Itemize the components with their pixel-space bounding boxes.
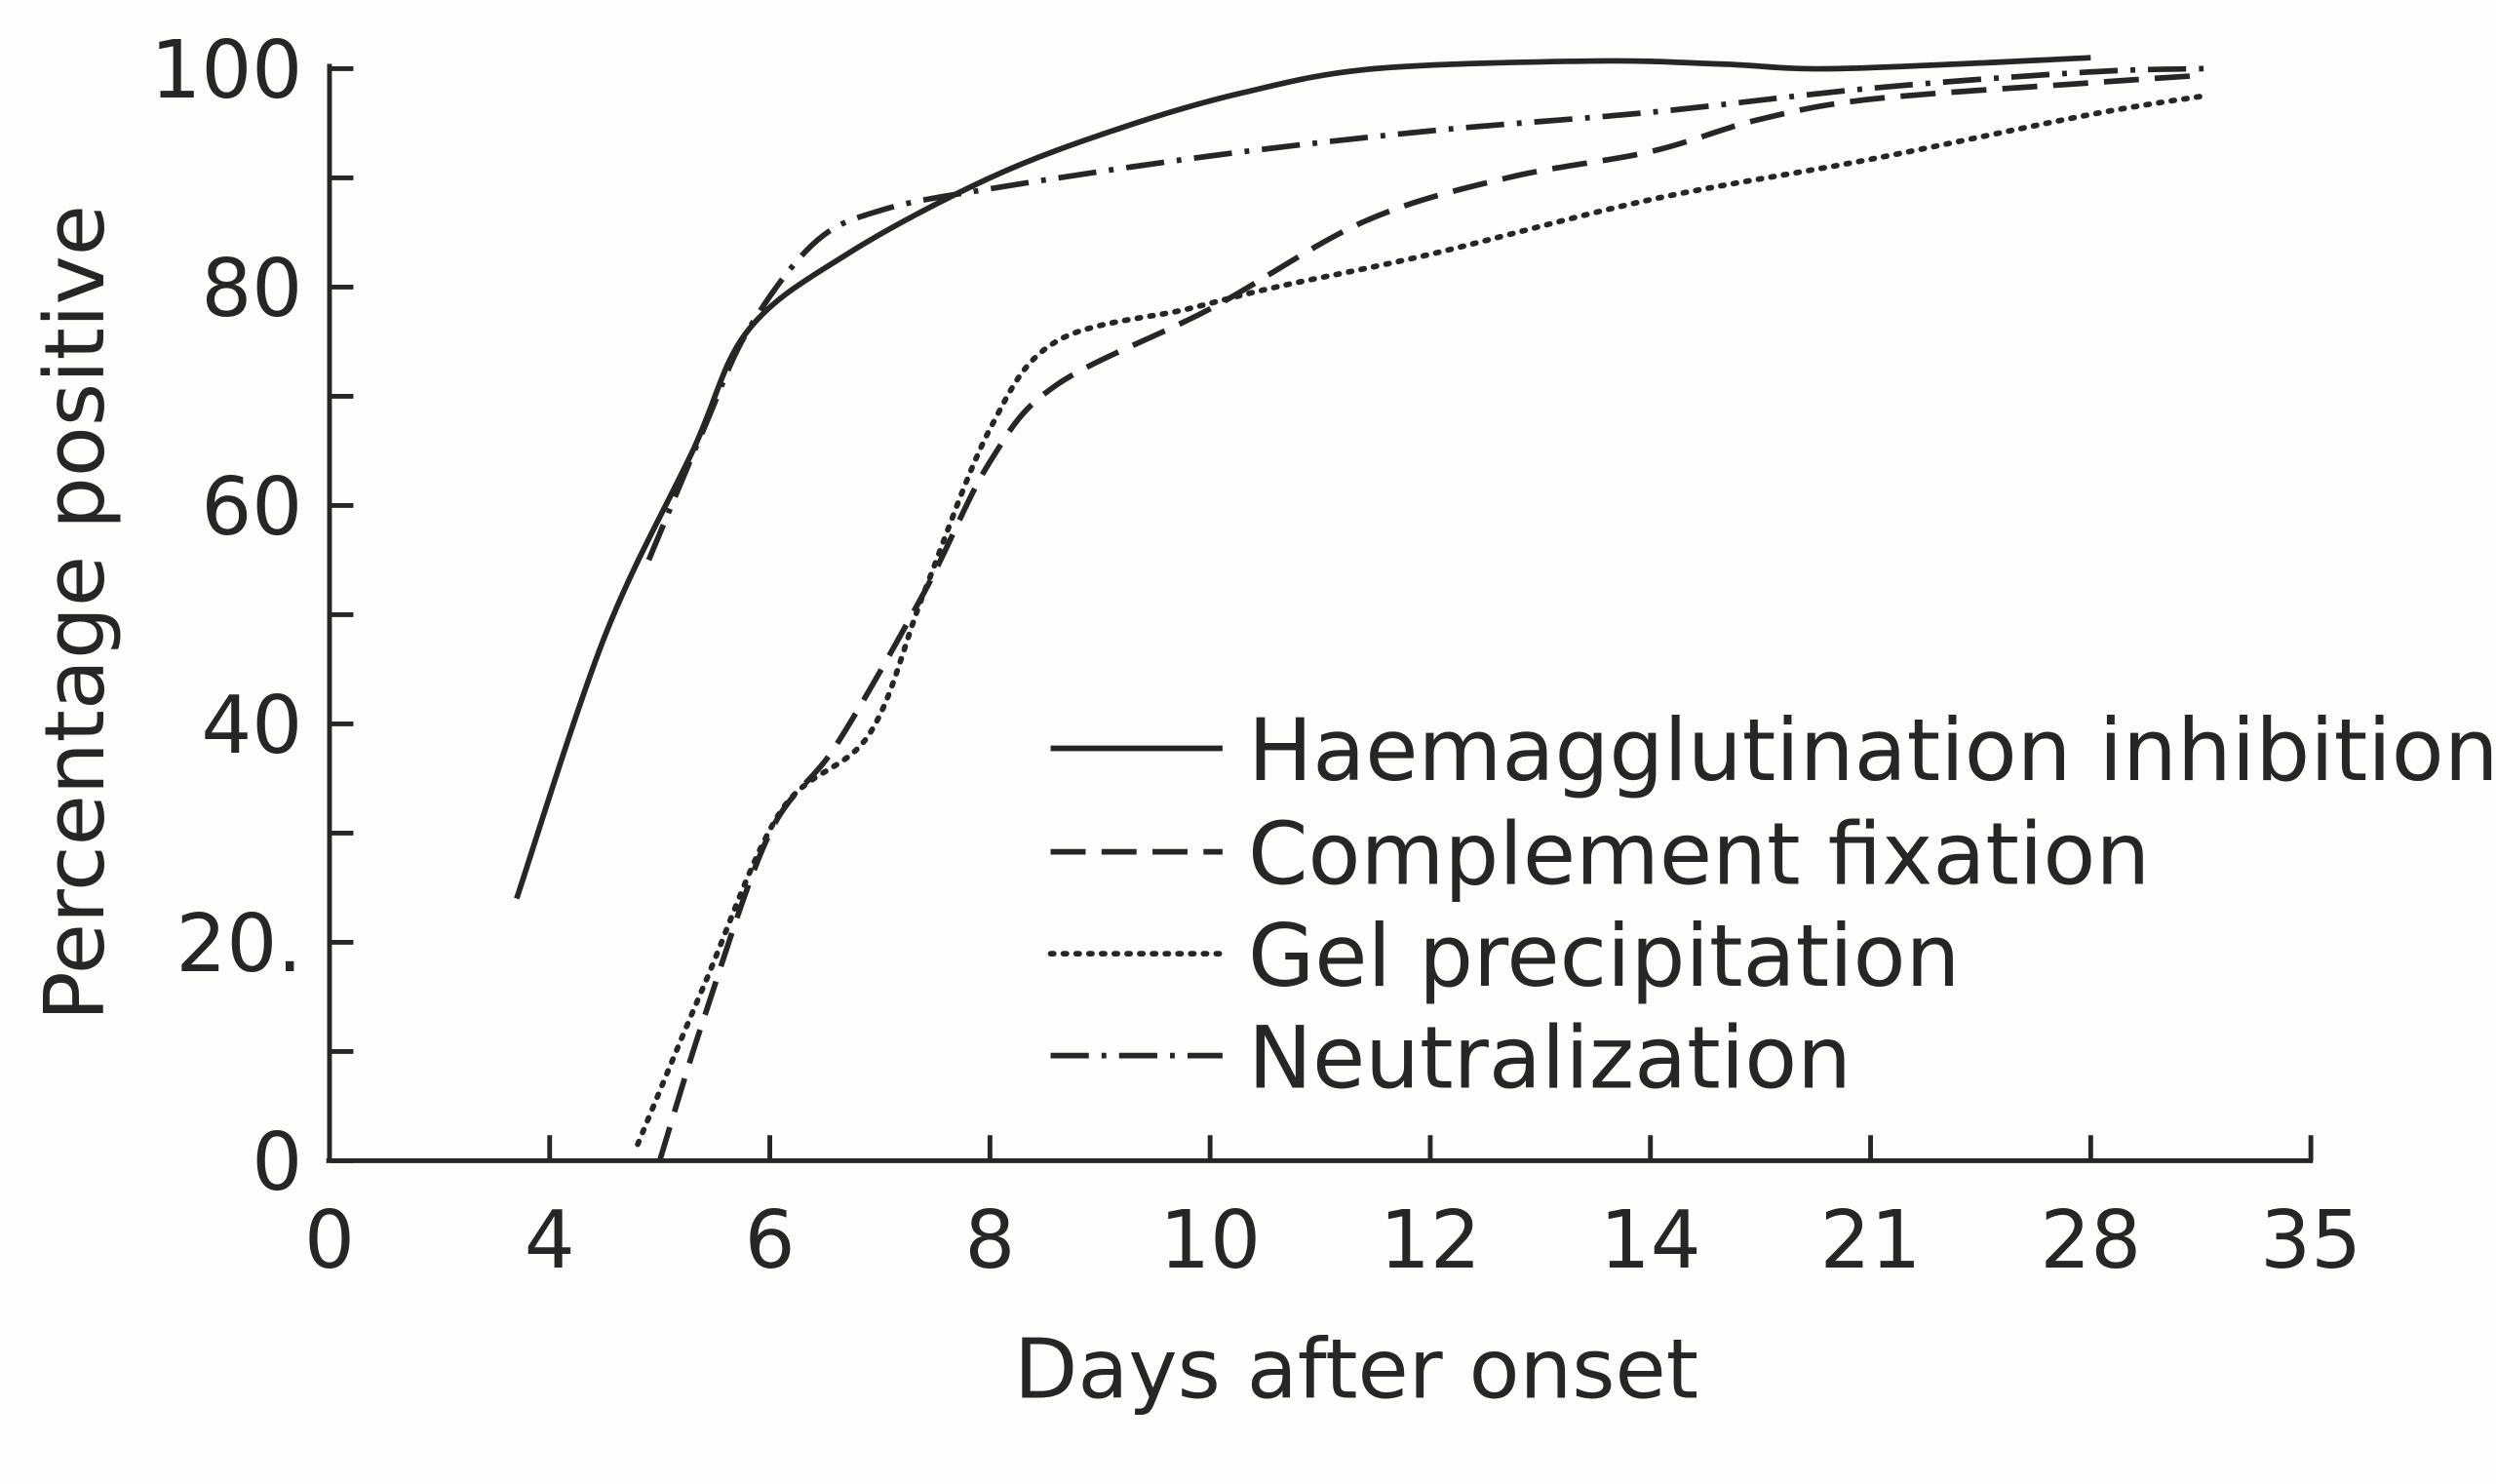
legend-item-neutralization: Neutralization: [1050, 1007, 1852, 1108]
legend-label: Gel precipitation: [1248, 906, 1960, 1006]
x-ticks: 0 4 6 8 10 12 14 21 28 35: [304, 1135, 2361, 1287]
x-tick-label: 8: [964, 1194, 1015, 1287]
x-tick-label: 28: [2040, 1194, 2141, 1287]
x-tick-label: 10: [1159, 1194, 1261, 1287]
series-line-neutralization: [645, 65, 2204, 562]
x-tick-label: 35: [2260, 1194, 2361, 1287]
x-tick-label: 4: [525, 1194, 575, 1287]
legend-label: Haemagglutination inhibition: [1248, 700, 2496, 801]
x-tick-label: 21: [1820, 1194, 1922, 1287]
y-ticks: 0 20. 40 60 80 100: [150, 24, 354, 1209]
legend-label: Neutralization: [1248, 1007, 1852, 1108]
legend-label: Complement fixation: [1248, 803, 2150, 904]
y-tick-label: 0: [252, 1116, 302, 1209]
y-tick-label: 40: [201, 680, 302, 772]
y-axis-title: Percentage positive: [27, 205, 124, 1021]
y-tick-label: 20.: [176, 898, 302, 991]
series-line-gel-precipitation: [635, 93, 2207, 1148]
legend-item-gel-precipitation: Gel precipitation: [1047, 906, 1960, 1006]
series-lines: [514, 55, 2207, 1162]
x-tick-label: 6: [745, 1194, 796, 1287]
y-tick-label: 60: [201, 461, 302, 554]
y-tick-label: 80: [201, 243, 302, 335]
x-tick-label: 14: [1600, 1194, 1701, 1287]
x-axis-title: Days after onset: [1014, 1322, 1698, 1419]
x-tick-label: 0: [304, 1194, 355, 1287]
x-tick-label: 12: [1380, 1194, 1481, 1287]
y-tick-label: 100: [150, 24, 302, 117]
series-line-haemagglutination-inhibition: [514, 55, 2091, 900]
legend-item-complement-fixation: Complement fixation: [1050, 803, 2150, 904]
legend-item-haemagglutination-inhibition: Haemagglutination inhibition: [1050, 700, 2496, 801]
